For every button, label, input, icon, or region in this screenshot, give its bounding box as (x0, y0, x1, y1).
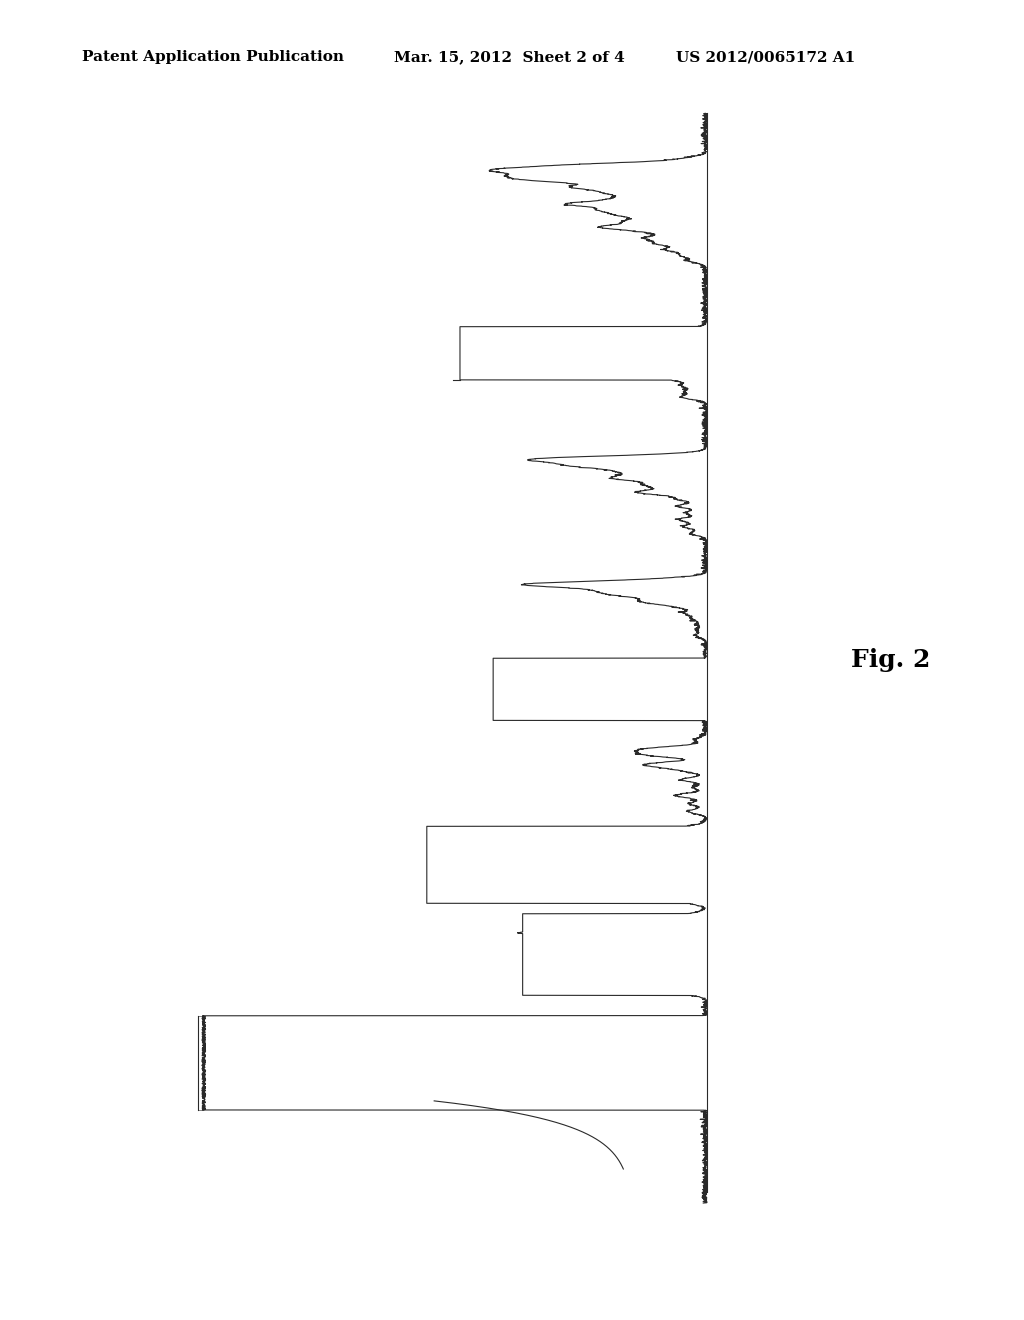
Text: Fig. 2: Fig. 2 (851, 648, 931, 672)
Text: Patent Application Publication: Patent Application Publication (82, 50, 344, 65)
Text: Mar. 15, 2012  Sheet 2 of 4: Mar. 15, 2012 Sheet 2 of 4 (394, 50, 625, 65)
Text: US 2012/0065172 A1: US 2012/0065172 A1 (676, 50, 855, 65)
